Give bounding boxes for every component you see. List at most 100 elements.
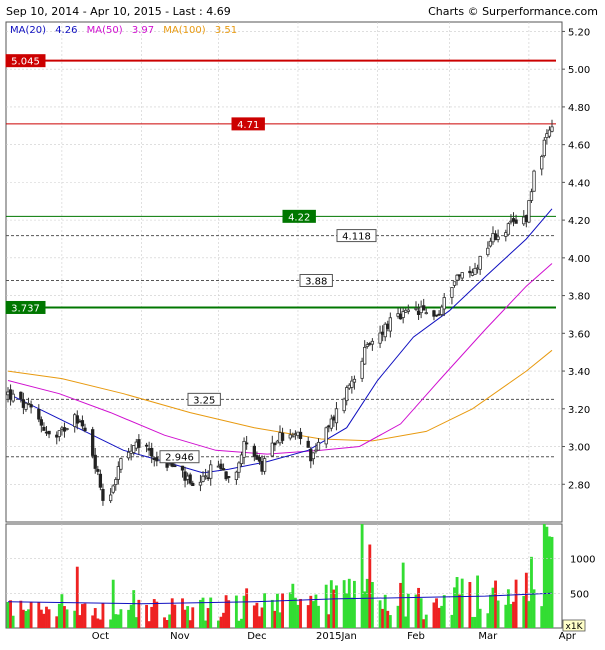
- level-label-3.25: 3.25: [193, 395, 215, 406]
- volume-bar: [119, 609, 123, 628]
- volume-bar: [468, 581, 472, 628]
- candle-body: [209, 464, 213, 479]
- moving-averages: [7, 208, 553, 474]
- volume-bar: [27, 609, 30, 628]
- volume-bar: [276, 593, 279, 628]
- candle-body: [24, 402, 28, 410]
- candle-body: [452, 281, 457, 286]
- legend-ma50-value: 3.97: [132, 25, 154, 36]
- volume-bar: [453, 587, 456, 628]
- volume-bar: [11, 615, 15, 628]
- candle-body: [398, 313, 403, 320]
- price-tick-label: 4.60: [568, 141, 590, 152]
- volume-bar: [240, 618, 243, 628]
- candle-body: [547, 129, 552, 137]
- volume-tick-label: 1000: [570, 555, 595, 566]
- price-tick-label: 4.40: [568, 178, 590, 189]
- volume-bar: [21, 609, 25, 628]
- candle-body: [224, 471, 228, 480]
- price-tick-label: 5.20: [568, 27, 590, 38]
- header-credit: Charts © Surperformance.com: [428, 5, 598, 18]
- candle-body: [550, 126, 554, 132]
- volume-bar: [145, 604, 148, 628]
- volume-bar: [399, 582, 403, 628]
- candle-body: [239, 454, 244, 465]
- volume-bar: [237, 620, 241, 628]
- candle-body: [39, 419, 44, 426]
- candle-body: [252, 445, 256, 457]
- volume-bar: [93, 608, 97, 628]
- candle-body: [93, 454, 97, 469]
- candle-body: [473, 268, 477, 275]
- volume-bar: [450, 614, 454, 628]
- x-tick-label: Oct: [92, 631, 109, 642]
- volume-bar: [368, 544, 372, 628]
- volume-bar: [324, 584, 328, 628]
- candle-body: [360, 360, 364, 379]
- volume-bar: [255, 602, 259, 628]
- candle-body: [91, 429, 95, 456]
- candle-body: [191, 482, 195, 487]
- candle-body: [180, 465, 185, 471]
- legend-ma50-label: MA(50): [87, 25, 123, 36]
- candle-body: [134, 441, 138, 449]
- candle-body: [298, 431, 303, 439]
- volume-bar: [496, 600, 500, 628]
- volume-bar: [132, 590, 136, 628]
- x-tick-label: Dec: [247, 631, 266, 642]
- volume-bar: [96, 618, 100, 628]
- candle-body: [257, 456, 262, 462]
- volume-bar: [540, 606, 544, 628]
- volume-bar: [532, 589, 536, 628]
- volume-bar: [101, 602, 105, 628]
- candle-body: [65, 428, 69, 430]
- candle-body: [221, 468, 226, 471]
- volume-bar: [222, 612, 225, 628]
- level-label-box: [187, 392, 221, 406]
- volume-bar: [165, 620, 169, 628]
- candle-body: [83, 427, 87, 432]
- candle-body: [203, 475, 208, 478]
- candle-body: [206, 477, 210, 480]
- volume-bar: [78, 615, 82, 628]
- volume-bar: [60, 594, 64, 628]
- candle-body: [450, 287, 454, 298]
- candle-body: [416, 310, 421, 315]
- candle-body: [78, 420, 82, 423]
- level-labels: 5.045 4.71 4.22 4.118 3.88 3.737 3.25 2.946: [5, 54, 377, 464]
- candle-body: [342, 398, 346, 412]
- volume-bar: [109, 619, 113, 628]
- candle-body: [522, 216, 526, 225]
- candle-body: [442, 297, 446, 310]
- volume-bar: [504, 604, 508, 628]
- candle-body: [545, 133, 549, 138]
- volume-bar: [199, 599, 202, 628]
- volume-bar: [542, 524, 546, 628]
- volume-bar: [401, 562, 405, 628]
- candle-body: [219, 463, 223, 470]
- price-tick-label: 2.80: [568, 480, 590, 491]
- volume-bar: [39, 609, 43, 628]
- volume-y-ticks: 500 1000 x1K: [6, 555, 595, 632]
- volume-bar: [360, 524, 364, 628]
- candlesticks: [6, 119, 554, 506]
- volume-bar: [419, 598, 423, 628]
- volume-bar: [263, 593, 267, 628]
- candle-body: [237, 462, 241, 473]
- volume-bar: [55, 616, 59, 628]
- candle-body: [168, 463, 172, 466]
- price-tick-label: 3.80: [568, 292, 590, 303]
- volume-bar: [378, 600, 382, 628]
- volume-bar: [188, 620, 192, 628]
- price-tick-label: 4.80: [568, 103, 590, 114]
- candle-body: [509, 220, 513, 223]
- volume-bar: [116, 614, 120, 628]
- candle-body: [332, 416, 336, 421]
- volume-bar: [80, 604, 84, 628]
- volume-bar: [486, 613, 490, 628]
- volume-grid: [61, 524, 530, 628]
- volume-bar: [91, 615, 95, 628]
- candle-body: [345, 387, 349, 402]
- volume-bar: [152, 599, 156, 628]
- volume-bar: [440, 605, 444, 628]
